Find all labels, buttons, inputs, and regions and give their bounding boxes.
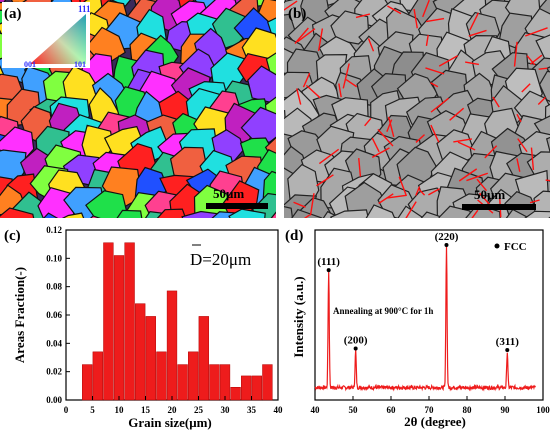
mean-grain-size-annotation: D=20μm	[190, 245, 251, 269]
ipf-label-001: 001	[24, 60, 36, 69]
ipf-label-101: 101	[74, 60, 86, 69]
x-tick-label: 25	[194, 405, 204, 415]
peak-label: (220)	[435, 231, 459, 243]
annealing-annotation: Annealing at 900°C for 1h	[333, 306, 433, 316]
y-tick-label: 0.12	[46, 225, 62, 235]
scale-bar-a	[206, 203, 268, 209]
x-tick-label: 0	[64, 405, 69, 415]
histogram-bar	[135, 304, 145, 400]
y-tick-label: 0.10	[46, 253, 62, 263]
histogram-bar	[167, 291, 177, 400]
y-tick-label: 0.04	[46, 338, 62, 348]
panel-label-c: (c)	[4, 228, 21, 245]
y-axis-label-c: Areas Fraction(-)	[12, 267, 27, 363]
y-tick-label: 0.02	[46, 367, 62, 377]
panel-label-d: (d)	[285, 228, 303, 245]
x-axis-label-c: Grain size(μm)	[128, 415, 212, 430]
histogram-bar	[178, 365, 188, 400]
histogram-bar	[157, 352, 167, 400]
ebsd-ipf-map-panel: 111 001 101 50μm (a)	[0, 0, 276, 218]
peak-marker	[444, 243, 448, 247]
peak-label: (111)	[317, 256, 340, 268]
peak-marker	[505, 348, 509, 352]
scale-bar-label-a: 50μm	[213, 186, 244, 201]
grain-boundary-map: 50μm	[284, 0, 550, 218]
xrd-series-line	[315, 247, 535, 390]
grain-boundary-map-panel: 50μm (b)	[284, 0, 550, 218]
x-tick-label: 5	[90, 405, 95, 415]
histogram-bar	[252, 376, 262, 400]
grain-size-histogram: 0 5 10 15 20 25 30 35 40 0.00 0.02 0.04 0.06 0.08 0.10…	[0, 222, 285, 434]
mean-grain-size-text: D=20μm	[190, 250, 251, 269]
histogram-bar	[93, 352, 103, 400]
y-tick-label: 0.08	[46, 282, 62, 292]
x-tick-label: 30	[221, 405, 231, 415]
histogram-bar	[263, 365, 273, 400]
y-axis-label-d: Intensity (a.u.)	[291, 276, 306, 357]
ipf-label-111: 111	[78, 4, 91, 14]
x-tick-label: 40	[274, 405, 284, 415]
histogram-bar	[231, 387, 241, 400]
grain-size-histogram-panel: 0 5 10 15 20 25 30 35 40 0.00 0.02 0.04 0.06 0.08 0.10…	[0, 222, 285, 434]
peak-label: (311)	[496, 336, 520, 348]
twin-boundary	[539, 68, 548, 69]
peak-label: (200)	[344, 335, 368, 347]
histogram-bar	[114, 256, 124, 401]
x-tick-label: 10	[115, 405, 125, 415]
x-tick-label: 15	[141, 405, 151, 415]
histogram-bar	[188, 352, 198, 400]
x-tick-label: 35	[247, 405, 257, 415]
x-tick-label: 100	[536, 405, 550, 415]
histogram-bar	[210, 365, 220, 400]
fcc-legend-label: FCC	[504, 241, 527, 253]
x-tick-label: 40	[311, 405, 321, 415]
peak-marker	[354, 347, 358, 351]
histogram-bar	[199, 316, 209, 400]
histogram-bar	[220, 365, 230, 400]
x-tick-label: 20	[168, 405, 178, 415]
histogram-bar	[146, 316, 156, 400]
scale-bar-label-b: 50μm	[474, 187, 505, 202]
peak-marker	[327, 268, 331, 272]
ebsd-ipf-map: 111 001 101 50μm	[0, 0, 276, 218]
x-axis-label-d: 2θ (degree)	[404, 414, 466, 429]
y-tick-label: 0.06	[46, 310, 62, 320]
y-tick-label: 0.00	[46, 395, 62, 405]
histogram-bar	[82, 365, 92, 400]
histogram-bar	[125, 243, 135, 400]
scale-bar-b	[462, 204, 536, 210]
panel-label-b: (b)	[288, 6, 306, 23]
panel-label-a: (a)	[4, 6, 22, 23]
histogram-bar	[241, 376, 251, 400]
fcc-legend-marker	[495, 244, 500, 249]
x-tick-label: 60	[387, 405, 397, 415]
x-tick-label: 50	[349, 405, 359, 415]
histogram-bar	[104, 243, 114, 400]
x-tick-label: 90	[501, 405, 511, 415]
